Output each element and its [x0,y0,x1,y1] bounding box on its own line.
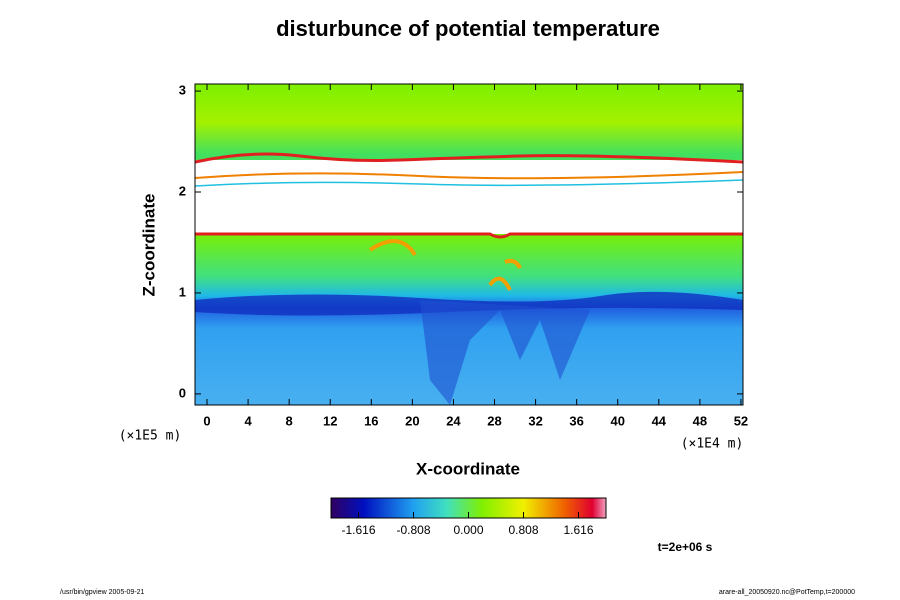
time-label: t=2e+06 s [658,540,713,554]
y-tick-label: 3 [179,83,186,98]
y-unit: (×1E5 m) [119,429,182,444]
x-axis-label: X-coordinate [416,459,520,478]
x-tick-label: 52 [734,413,748,428]
x-tick-label: 48 [693,413,707,428]
footer-right: arare-all_20050920.nc@PotTemp,t=200000 [719,589,855,596]
chart-title: disturbunce of potential temperature [276,16,660,41]
x-tick-label: 4 [244,413,252,428]
field [195,84,743,405]
x-tick-label: 24 [446,413,461,428]
footer-left: /usr/bin/gpview 2005-09-21 [60,589,145,596]
x-tick-label: 12 [323,413,337,428]
x-tick-label: 36 [569,413,583,428]
colorbar-tick-label: 1.616 [563,523,593,537]
x-tick-label: 44 [652,413,667,428]
x-tick-label: 28 [487,413,501,428]
y-axis-label: Z-coordinate [139,194,158,297]
x-tick-label: 16 [364,413,378,428]
colorbar-tick-label: -0.808 [396,523,430,537]
colorbar-tick-label: -1.616 [341,523,375,537]
x-unit: (×1E4 m) [681,437,744,452]
x-tick-label: 20 [405,413,419,428]
plot-frame [194,83,744,406]
y-tick-label: 1 [179,284,186,299]
x-tick-label: 40 [610,413,624,428]
y-tick-label: 2 [179,183,186,198]
x-tick-label: 0 [203,413,210,428]
colorbar-tick-label: 0.000 [453,523,483,537]
y-tick-label: 0 [179,385,186,400]
colorbar-tick-label: 0.808 [508,523,538,537]
x-tick-label: 32 [528,413,542,428]
x-tick-label: 8 [286,413,293,428]
